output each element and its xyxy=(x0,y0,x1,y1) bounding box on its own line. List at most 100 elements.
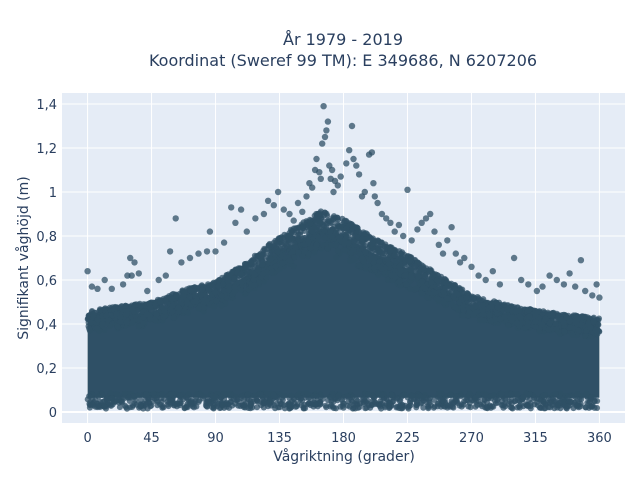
scatter-point xyxy=(274,248,281,255)
scatter-point xyxy=(458,296,465,303)
scatter-point xyxy=(425,405,432,412)
scatter-point xyxy=(356,262,362,269)
scatter-point xyxy=(292,244,299,251)
scatter-point xyxy=(277,235,283,242)
chart-title-line-2: Koordinat (Sweref 99 TM): E 349686, N 62… xyxy=(149,51,537,70)
scatter-point xyxy=(169,303,176,309)
x-tick-label: 315 xyxy=(523,431,548,446)
scatter-point xyxy=(418,290,425,297)
scatter-point xyxy=(184,300,191,307)
scatter-point xyxy=(337,233,344,240)
y-tick-label: 0,6 xyxy=(36,274,57,289)
scatter-point xyxy=(320,103,327,110)
scatter-point xyxy=(244,268,251,275)
scatter-point xyxy=(345,240,352,247)
scatter-point xyxy=(86,325,93,332)
scatter-point xyxy=(172,215,179,222)
scatter-point xyxy=(151,316,158,323)
x-tick-label: 135 xyxy=(267,431,292,446)
scatter-point xyxy=(313,241,320,248)
scatter-point xyxy=(497,316,503,323)
scatter-point xyxy=(361,188,368,196)
scatter-point xyxy=(306,216,313,223)
scatter-point xyxy=(343,225,350,232)
scatter-point xyxy=(223,399,230,406)
scatter-point xyxy=(540,399,547,406)
scatter-point xyxy=(225,287,232,294)
scatter-point xyxy=(442,285,449,292)
scatter-point xyxy=(288,392,295,399)
scatter-point xyxy=(488,317,495,324)
scatter-point xyxy=(395,221,403,229)
scatter-point xyxy=(299,223,306,230)
scatter-point xyxy=(563,314,570,321)
scatter-point xyxy=(220,239,228,246)
scatter-point xyxy=(261,246,268,253)
scatter-point xyxy=(108,285,116,292)
scatter-point xyxy=(280,206,287,213)
scatter-point xyxy=(89,308,95,314)
scatter-point xyxy=(324,118,332,125)
scatter-point xyxy=(482,276,489,284)
scatter-point xyxy=(241,401,248,408)
scatter-point xyxy=(524,323,531,330)
scatter-point xyxy=(354,397,361,404)
scatter-point xyxy=(247,402,254,409)
scatter-point xyxy=(209,283,216,290)
scatter-point xyxy=(129,306,136,313)
scatter-point xyxy=(434,277,441,284)
scatter-point xyxy=(251,271,258,278)
scatter-point xyxy=(210,395,217,402)
scatter-point xyxy=(452,250,459,257)
scatter-point xyxy=(343,233,350,240)
scatter-point xyxy=(596,294,603,301)
scatter-point xyxy=(259,252,266,259)
scatter-point xyxy=(147,316,154,323)
scatter-point xyxy=(566,270,573,277)
scatter-point xyxy=(218,394,224,401)
scatter-point xyxy=(297,231,304,238)
scatter-point xyxy=(575,327,582,334)
scatter-point xyxy=(595,321,602,328)
scatter-point xyxy=(536,396,543,403)
scatter-point xyxy=(490,392,497,399)
scatter-point xyxy=(353,162,360,169)
scatter-point xyxy=(414,226,421,233)
scatter-point xyxy=(231,284,238,290)
scatter-point xyxy=(507,390,514,397)
scatter-point xyxy=(315,210,322,217)
scatter-point xyxy=(564,403,570,410)
scatter-point xyxy=(153,395,160,402)
scatter-point xyxy=(288,403,295,410)
scatter-point xyxy=(518,276,525,284)
scatter-point xyxy=(127,254,134,262)
scatter-point xyxy=(397,262,404,269)
scatter-point xyxy=(428,279,435,286)
scatter-point xyxy=(339,221,345,228)
scatter-point xyxy=(450,400,457,407)
scatter-point xyxy=(243,264,250,271)
scatter-point xyxy=(323,127,330,134)
scatter-points xyxy=(84,103,603,412)
scatter-point xyxy=(327,228,334,234)
scatter-point xyxy=(592,327,599,333)
scatter-point xyxy=(583,390,590,397)
scatter-point xyxy=(441,299,447,306)
scatter-point xyxy=(237,206,245,213)
scatter-point xyxy=(266,242,273,248)
scatter-point xyxy=(313,155,320,163)
scatter-point xyxy=(88,283,96,290)
scatter-point xyxy=(386,400,393,407)
scatter-point xyxy=(582,332,589,339)
scatter-point xyxy=(378,210,386,218)
scatter-point xyxy=(452,304,459,311)
scatter-point xyxy=(295,249,302,256)
y-tick-label: 1,2 xyxy=(36,142,57,157)
scatter-point xyxy=(335,392,342,399)
scatter-point xyxy=(272,263,279,270)
scatter-point xyxy=(413,285,420,292)
scatter-point xyxy=(290,217,297,224)
scatter-point xyxy=(279,260,286,267)
scatter-point xyxy=(247,259,254,266)
scatter-point xyxy=(254,404,260,411)
